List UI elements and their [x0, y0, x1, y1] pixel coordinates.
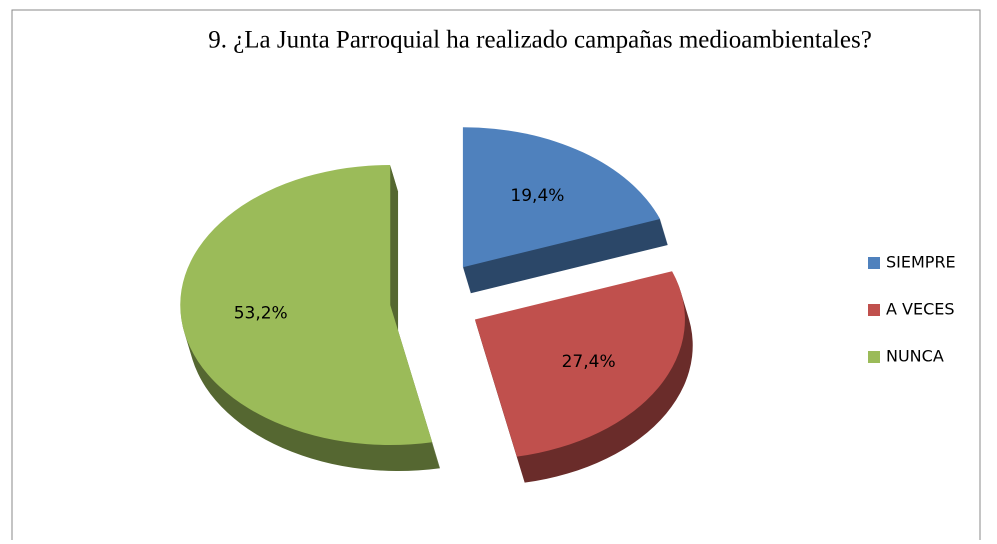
legend-swatch [868, 304, 880, 316]
legend-label: A VECES [886, 300, 955, 319]
data-label: 53,2% [234, 304, 288, 324]
legend-swatch [868, 257, 880, 269]
slice [462, 127, 661, 268]
legend-label: SIEMPRE [886, 253, 956, 272]
slice [180, 165, 433, 446]
data-label: 27,4% [562, 352, 616, 372]
data-label: 19,4% [510, 186, 564, 206]
legend-swatch [868, 351, 880, 363]
slice [474, 271, 685, 457]
legend-label: NUNCA [886, 347, 944, 366]
chart-title: 9. ¿La Junta Parroquial ha realizado cam… [208, 27, 872, 54]
